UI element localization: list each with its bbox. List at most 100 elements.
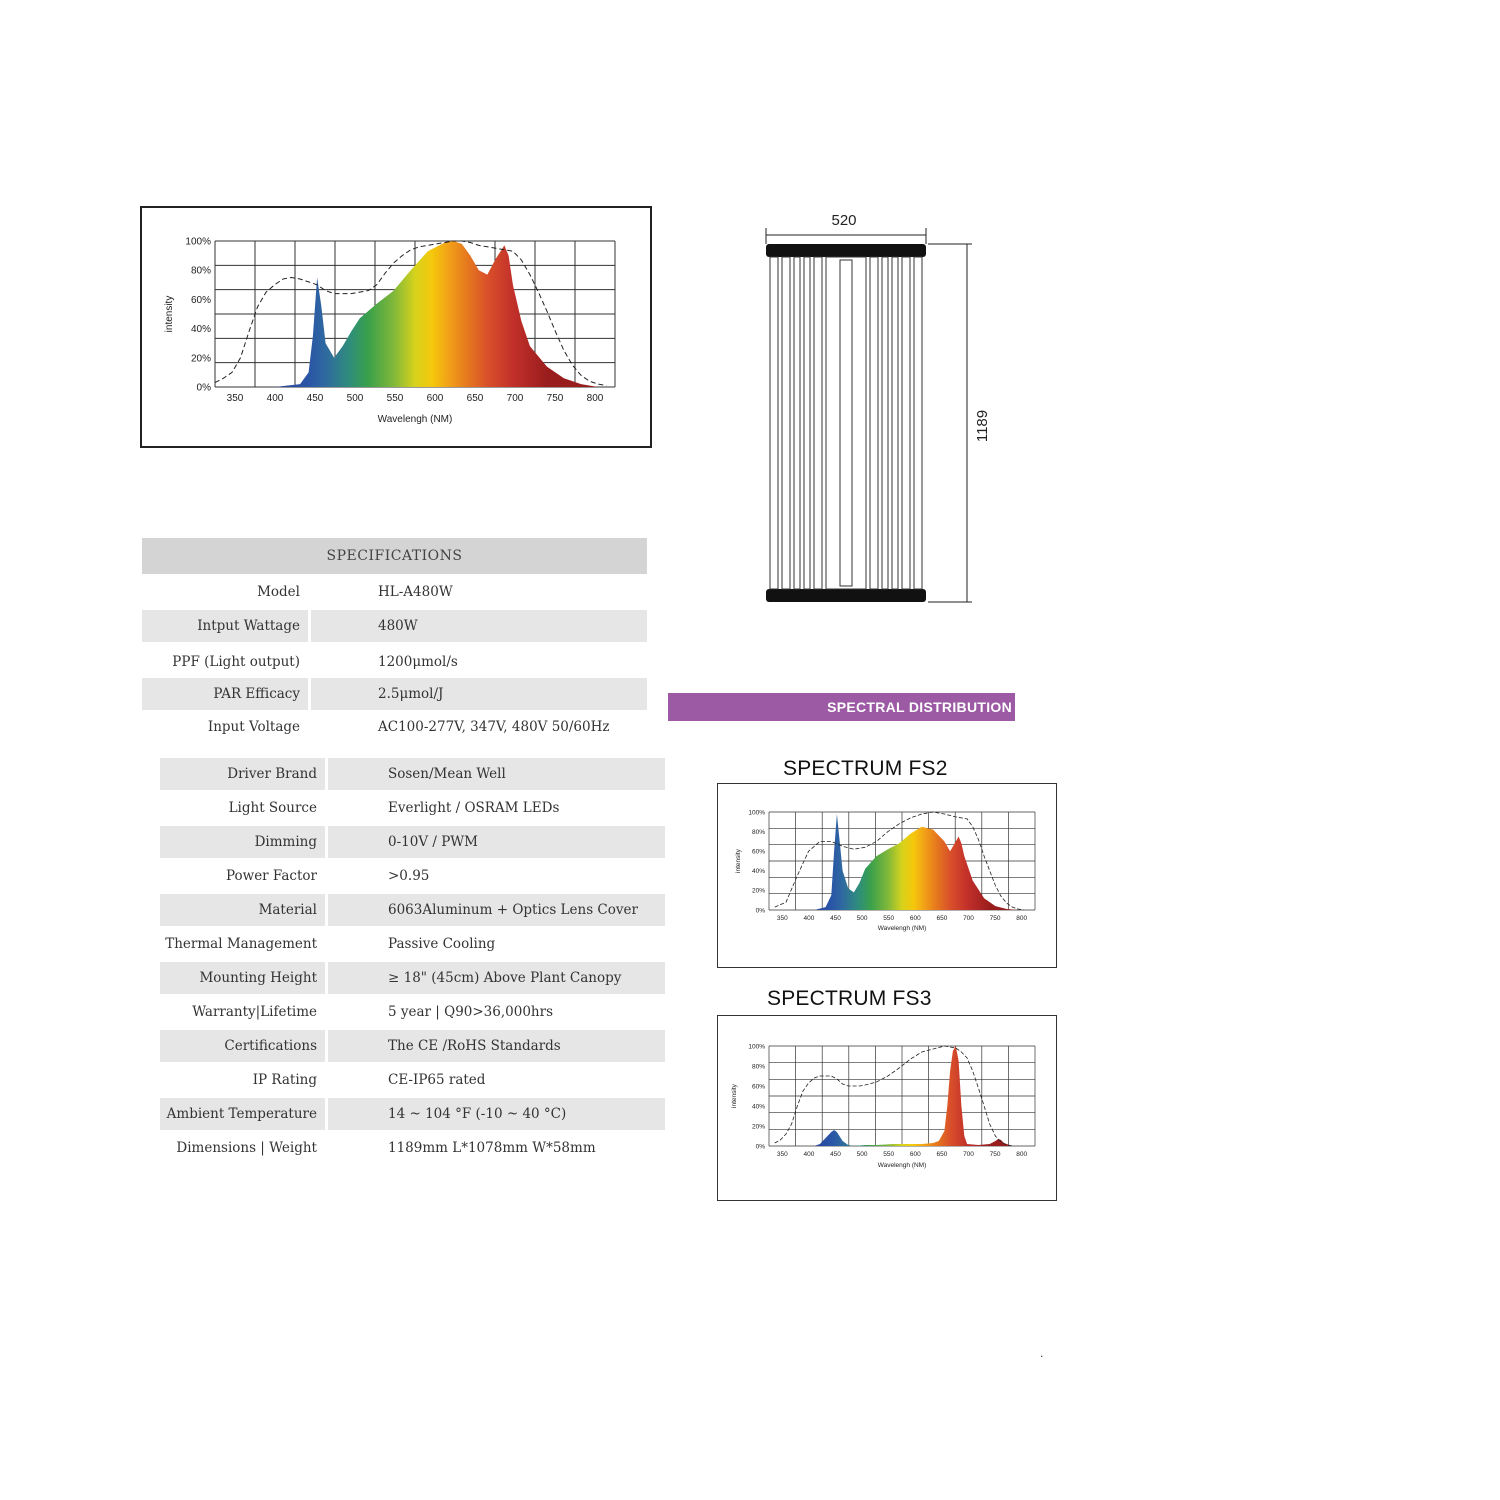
spec-value: AC100-277V, 347V, 480V 50/60Hz: [378, 719, 610, 735]
spec-row: Dimensions | Weight 1189mm L*1078mm W*58m…: [160, 1132, 665, 1164]
y-tick-label: 100%: [748, 809, 765, 816]
x-tick-label: 600: [910, 1151, 921, 1158]
spectrum-fs2-chart: 350 400 450 500 550 600 650 700 750 800 0% 20% 40% 60…: [735, 809, 1036, 932]
x-tick-label: 650: [936, 1151, 947, 1158]
spec-row: Material 6063Aluminum + Optics Lens Cover: [160, 894, 665, 926]
main-spectrum-chart-frame: 350 400 450 500 550 600 650 700 750 800 0% 20% 40% 60…: [140, 206, 652, 448]
dashed-reference-series: [774, 811, 1024, 911]
y-tick-label: 0%: [756, 1143, 766, 1150]
spec-label: IP Rating: [252, 1072, 317, 1088]
spec-label: Dimensions | Weight: [176, 1140, 317, 1156]
x-tick-label: 500: [857, 1151, 868, 1158]
x-tick-label: 750: [990, 915, 1001, 922]
y-tick-label: 0%: [756, 907, 766, 914]
spec-value: CE-IP65 rated: [388, 1072, 486, 1088]
y-tick-label: 40%: [752, 868, 765, 875]
x-tick-label: 800: [587, 393, 604, 404]
spectrum-fs2-title: SPECTRUM FS2: [783, 757, 948, 780]
x-tick-label: 750: [990, 1151, 1001, 1158]
spec-label: Power Factor: [225, 868, 317, 884]
x-tick-label: 750: [547, 393, 564, 404]
spec-value: HL-A480W: [378, 584, 453, 600]
spec-label: PPF (Light output): [172, 654, 300, 670]
spec-value: 5 year | Q90>36,000hrs: [388, 1004, 553, 1020]
spec-row: Model HL-A480W: [142, 576, 647, 608]
y-axis-label: intensity: [731, 1083, 738, 1108]
spectrum-fill-series: [814, 1046, 1018, 1146]
width-dimension-label: 520: [831, 212, 856, 229]
y-tick-label: 100%: [185, 237, 211, 248]
x-tick-label: 450: [830, 1151, 841, 1158]
spec-label: Light Source: [228, 800, 317, 816]
spec-value: 6063Aluminum + Optics Lens Cover: [328, 894, 665, 926]
spec-label: Warranty|Lifetime: [192, 1004, 317, 1020]
x-tick-label: 700: [963, 915, 974, 922]
spec-row: Mounting Height ≥ 18" (45cm) Above Plant …: [160, 962, 665, 994]
spec-row: Thermal Management Passive Cooling: [160, 928, 665, 960]
spectrum-fs3-title: SPECTRUM FS3: [767, 987, 932, 1010]
x-tick-label: 500: [857, 915, 868, 922]
y-tick-label: 60%: [752, 849, 765, 856]
x-tick-label: 700: [507, 393, 524, 404]
x-tick-label: 600: [910, 915, 921, 922]
x-tick-label: 800: [1016, 915, 1027, 922]
x-tick-label: 650: [936, 915, 947, 922]
x-tick-label: 350: [777, 915, 788, 922]
spec-label: Driver Brand: [160, 758, 325, 790]
spec-row: Input Voltage AC100-277V, 347V, 480V 50/6…: [142, 711, 647, 743]
spec-row: Ambient Temperature 14 ~ 104 °F (-10 ~ 40…: [160, 1098, 665, 1130]
spec-row: Light Source Everlight / OSRAM LEDs: [160, 792, 665, 824]
spectrum-fill-series: [219, 241, 599, 387]
y-tick-label: 20%: [191, 353, 211, 364]
x-tick-label: 400: [803, 1151, 814, 1158]
y-axis-label: intensity: [735, 848, 742, 873]
y-tick-label: 80%: [752, 829, 765, 836]
spec-label: Model: [257, 584, 300, 600]
x-tick-label: 500: [347, 393, 364, 404]
spectral-distribution-band: SPECTRAL DISTRIBUTION: [668, 693, 1015, 721]
x-tick-label: 700: [963, 1151, 974, 1158]
spec-row: Power Factor >0.95: [160, 860, 665, 892]
x-tick-label: 450: [307, 393, 324, 404]
spec-label: Ambient Temperature: [160, 1098, 325, 1130]
x-tick-label: 550: [387, 393, 404, 404]
y-axis-label: intensity: [164, 296, 175, 333]
y-tick-label: 40%: [191, 324, 211, 335]
spectrum-fs3-chart: 350 400 450 500 550 600 650 700 750 800 0% 20% 40% 60…: [731, 1043, 1036, 1169]
spec-value: ≥ 18" (45cm) Above Plant Canopy: [328, 962, 665, 994]
spec-value: 1189mm L*1078mm W*58mm: [388, 1140, 596, 1156]
x-tick-label: 800: [1016, 1151, 1027, 1158]
spectrum-fs2-chart-frame: 350 400 450 500 550 600 650 700 750 800 0% 20% 40% 60…: [717, 783, 1057, 968]
spec-value: Sosen/Mean Well: [328, 758, 665, 790]
spec-row: PPF (Light output) 1200μmol/s: [142, 646, 647, 678]
fixture-drawing: 520 1189: [750, 200, 1010, 620]
x-tick-label: 350: [227, 393, 244, 404]
x-tick-label: 600: [427, 393, 444, 404]
spec-row: Intput Wattage 480W: [142, 610, 647, 642]
spectrum-fs3-chart-frame: 350 400 450 500 550 600 650 700 750 800 0% 20% 40% 60…: [717, 1015, 1057, 1201]
spec-row: Dimming 0-10V / PWM: [160, 826, 665, 858]
spec-label: Thermal Management: [165, 936, 317, 952]
spec-value: 2.5μmol/J: [311, 678, 647, 710]
height-dimension-label: 1189: [974, 410, 991, 442]
spec-label: Material: [160, 894, 325, 926]
spec-label: PAR Efficacy: [142, 678, 308, 710]
y-tick-label: 80%: [752, 1063, 765, 1070]
spec-row: PAR Efficacy 2.5μmol/J: [142, 678, 647, 710]
spec-row: Driver Brand Sosen/Mean Well: [160, 758, 665, 790]
spec-value: 480W: [311, 610, 647, 642]
x-tick-label: 450: [830, 915, 841, 922]
y-tick-label: 0%: [197, 383, 212, 394]
spec-label: Input Voltage: [207, 719, 300, 735]
spec-value: >0.95: [388, 868, 430, 884]
spec-label: Dimming: [160, 826, 325, 858]
spec-label: Certifications: [160, 1030, 325, 1062]
x-tick-label: 650: [467, 393, 484, 404]
spec-label: Mounting Height: [160, 962, 325, 994]
spec-value: Everlight / OSRAM LEDs: [388, 800, 560, 816]
spec-value: Passive Cooling: [388, 936, 496, 952]
spec-row: Warranty|Lifetime 5 year | Q90>36,000hrs: [160, 996, 665, 1028]
spec-label: Intput Wattage: [142, 610, 308, 642]
y-tick-label: 20%: [752, 888, 765, 895]
x-tick-label: 550: [883, 1151, 894, 1158]
